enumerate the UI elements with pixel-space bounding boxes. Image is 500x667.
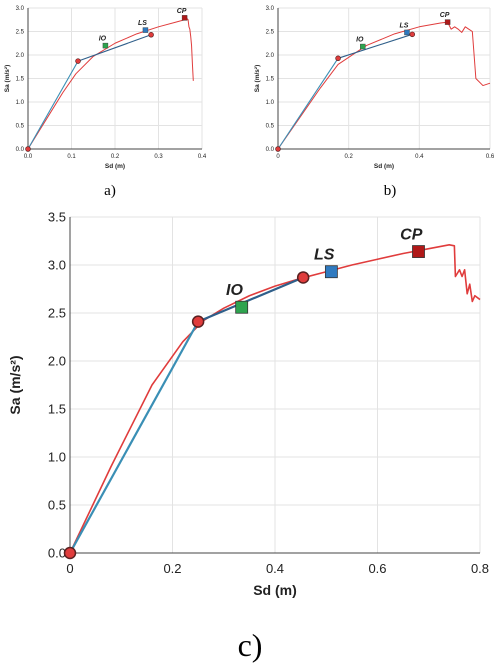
y-tick-label: 1.5 [266,77,275,83]
y-tick-label: 0.5 [16,124,25,130]
io-performance-point [360,43,366,50]
y-tick-label: 1.0 [48,450,66,465]
x-tick-label: 0.3 [154,154,163,160]
x-tick-label: 0.6 [486,154,495,160]
caption-c: c) [237,627,263,663]
y-tick-label: 3.0 [16,6,25,12]
y-tick-label: 0.0 [48,546,66,561]
io-performance-point [102,42,109,49]
io-label: IO [226,282,243,299]
y-tick-label: 0.5 [266,124,275,130]
ultimate-point [296,271,310,284]
y-tick-label: 2.5 [48,306,66,321]
ls-label: LS [399,22,408,29]
io-label: IO [99,36,107,43]
x-tick-label: 0.6 [368,561,386,576]
y-tick-label: 3.0 [48,258,66,273]
y-axis-label: Sa (m/s²) [254,65,261,92]
y-tick-label: 1.0 [266,100,275,106]
y-tick-label: 1.5 [16,77,25,83]
yield-point [75,58,81,64]
bilinear-elastic-segment [27,60,79,150]
io-label: IO [356,37,364,44]
x-tick-label: 0 [66,561,73,576]
x-tick-label: 0.4 [198,154,207,160]
cp-performance-point [444,19,451,25]
cp-performance-point [412,245,425,258]
y-axis-label: Sa (m/s²) [7,355,23,414]
y-tick-label: 1.5 [48,402,66,417]
capacity-curve [27,17,194,150]
bilinear-elastic-segment [277,57,339,150]
ls-label: LS [138,20,147,27]
bilinear-elastic-segment [69,321,200,554]
caption-a: a) [104,183,116,199]
bilinear-plastic-segment [77,34,152,62]
grid [27,7,203,150]
cp-label: CP [440,12,450,19]
chart-panel-b: 0 0.2 0.4 0.6 0.0 0.5 1.0 1.5 2.0 2.5 3.0 Sd (m) Sa … [250,0,500,180]
y-axis-label: Sa (m/s²) [4,65,11,92]
ultimate-point [148,32,154,38]
x-axis-label: Sd (m) [105,163,125,170]
x-tick-label: 0.2 [111,154,120,160]
y-tick-label: 0.5 [48,498,66,513]
origin-point [25,146,31,152]
y-tick-label: 2.0 [266,53,275,59]
cp-performance-point [181,15,188,21]
bilinear-plastic-segment [197,276,304,323]
bilinear-plastic-segment [337,33,413,59]
cp-label: CP [177,8,187,15]
capacity-curve [277,21,491,150]
x-tick-label: 0.0 [24,154,33,160]
x-tick-label: 0.2 [163,561,181,576]
x-axis-label: Sd (m) [374,163,394,170]
y-tick-label: 2.0 [16,53,25,59]
grid [69,216,481,554]
grid [277,7,491,150]
yield-point [335,55,341,62]
x-tick-label: 0.8 [471,561,489,576]
chart-panel-c: 0 0.2 0.4 0.6 0.8 0.0 0.5 1.0 1.5 2.0 2.5 3.0 3.5 Sd … [0,200,500,620]
y-tick-label: 0.0 [16,147,25,153]
chart-b: 0 0.2 0.4 0.6 0.0 0.5 1.0 1.5 2.0 2.5 3.0 Sd (m) Sa … [254,6,495,170]
x-tick-label: 0.4 [266,561,284,576]
origin-point [63,546,77,560]
io-performance-point [235,300,249,314]
chart-panel-a: 0.0 0.1 0.2 0.3 0.4 0.0 0.5 1.0 1.5 2.0 2.5 3.0 Sd (… [0,0,250,180]
ls-performance-point [324,265,338,279]
y-tick-label: 1.0 [16,100,25,106]
cp-label: CP [400,227,423,244]
y-tick-label: 0.0 [266,147,275,153]
x-axis-label: Sd (m) [253,582,297,598]
caption-b: b) [383,183,397,199]
y-tick-label: 2.5 [16,30,25,36]
y-tick-label: 3.0 [266,6,275,12]
yield-point [191,315,205,328]
ls-label: LS [314,247,335,264]
y-tick-label: 2.0 [48,354,66,369]
x-tick-label: 0.2 [344,154,353,160]
ls-performance-point [142,27,149,33]
ls-performance-point [404,29,410,36]
chart-a: 0.0 0.1 0.2 0.3 0.4 0.0 0.5 1.0 1.5 2.0 2.5 3.0 Sd (… [4,6,207,170]
x-tick-label: 0.1 [67,154,76,160]
y-tick-label: 3.5 [48,210,66,225]
y-tick-label: 2.5 [266,30,275,36]
chart-c: 0 0.2 0.4 0.6 0.8 0.0 0.5 1.0 1.5 2.0 2.5 3.0 3.5 Sd … [7,210,489,598]
ultimate-point [409,31,416,38]
x-tick-label: 0 [276,154,280,160]
origin-point [275,146,281,152]
x-tick-label: 0.4 [415,154,424,160]
